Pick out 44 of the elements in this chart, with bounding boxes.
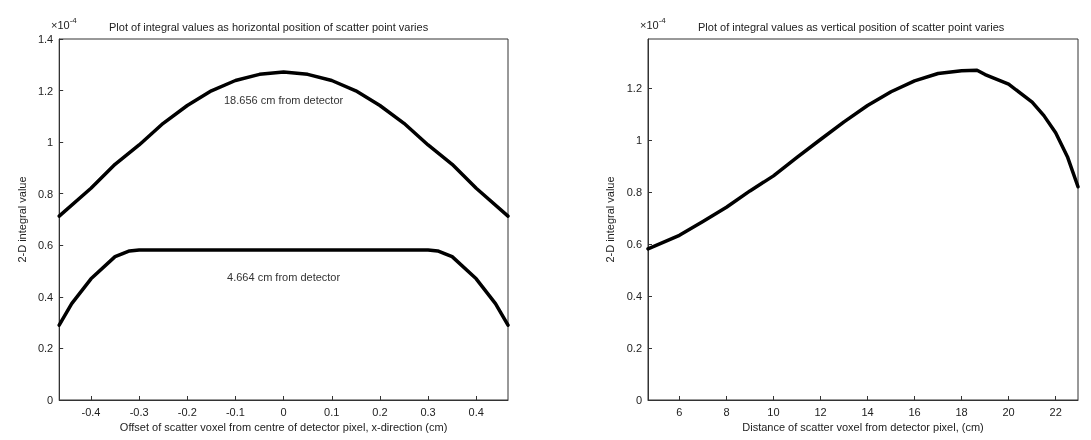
x-tick-label: 0.3: [420, 405, 436, 418]
x-axis-title: Offset of scatter voxel from centre of detector pixel, x-direction (cm): [119, 421, 448, 434]
y-tick-label: 1: [635, 134, 642, 147]
y-tick-label: 0.6: [37, 239, 54, 252]
y-tick-label: 0.4: [37, 290, 54, 303]
x-tick-label: 0.2: [372, 405, 388, 418]
x-tick-label: 18: [955, 405, 968, 418]
line-series: [57, 248, 510, 327]
x-tick-label: 0.1: [324, 405, 340, 418]
x-tick-label: -0.3: [129, 405, 149, 418]
x-tick-label: 20: [1002, 405, 1015, 418]
y-axis-title: 2-D integral value: [604, 176, 617, 263]
series-label: 4.664 cm from detector: [227, 271, 341, 284]
x-tick-label: -0.1: [225, 405, 245, 418]
x-tick-label: -0.4: [81, 405, 101, 418]
chart-title: Plot of integral values as vertical position of scatter point varies: [698, 20, 1005, 33]
x-tick-label: 12: [814, 405, 827, 418]
y-tick-label: 0.8: [37, 187, 54, 200]
y-tick-label: 0.2: [626, 342, 642, 355]
x-axis-title: Distance of scatter voxel from detector pixel, (cm): [742, 421, 984, 434]
y-tick-label: 1.4: [37, 33, 54, 45]
x-tick-label: 0: [280, 405, 287, 418]
x-tick-label: 0.4: [468, 405, 484, 418]
chart-title: Plot of integral values as horizontal position of scatter point varies: [109, 20, 429, 33]
x-tick-label: 10: [767, 405, 780, 418]
line-series: [646, 68, 1080, 251]
y-axis-title: 2-D integral value: [15, 176, 28, 263]
line-series: [57, 70, 510, 218]
y-tick-label: 0: [635, 394, 642, 406]
y-tick-label: 0.2: [37, 342, 54, 355]
x-tick-label: 8: [723, 405, 730, 418]
y-tick-label: 0.8: [626, 186, 642, 199]
x-tick-label: 6: [676, 405, 683, 418]
x-tick-label: 14: [861, 405, 874, 418]
y-tick-label: 0: [47, 394, 54, 406]
y-tick-label: 0.6: [626, 238, 642, 251]
y-tick-label: 1.2: [626, 82, 642, 95]
x-tick-label: 16: [908, 405, 921, 418]
y-tick-label: 1: [47, 136, 54, 149]
x-tick-label: -0.2: [177, 405, 197, 418]
series-label: 18.656 cm from detector: [223, 93, 344, 106]
x-tick-label: 22: [1049, 405, 1062, 418]
y-tick-label: 0.4: [626, 290, 642, 303]
y-tick-label: 1.2: [37, 84, 54, 97]
